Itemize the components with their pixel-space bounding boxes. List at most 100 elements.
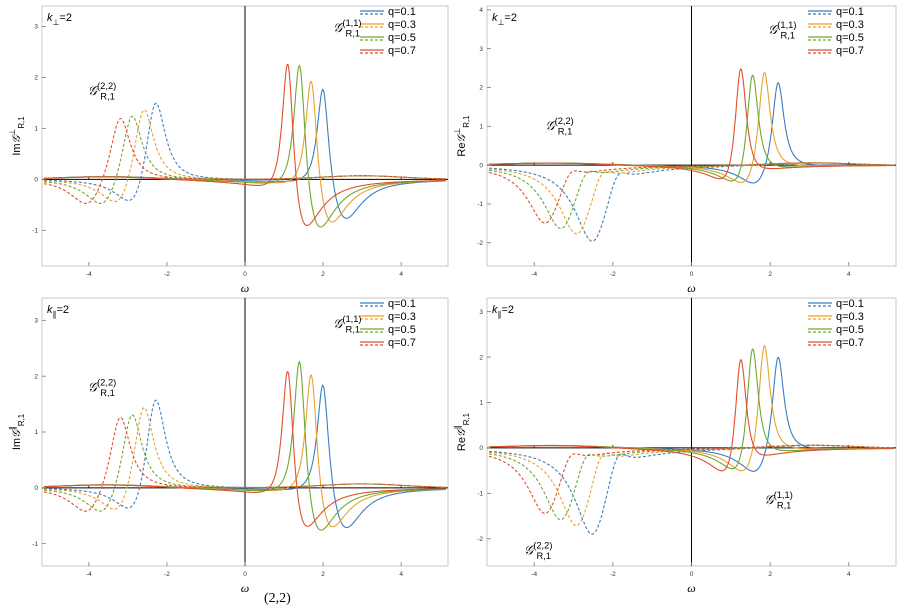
y-axis-label: Re𝒢⊥R,1 [453, 115, 471, 157]
y-tick-label: 0 [34, 177, 38, 184]
legend-entry: q=0.5 [388, 324, 416, 336]
x-tick-label: 4 [399, 571, 403, 578]
legend-entry: q=0.7 [836, 337, 864, 349]
svg-text:(2,2): (2,2) [264, 591, 291, 606]
panel-label: k∥=2 [47, 304, 69, 319]
y-axis-label: Im𝒢∥R,1 [8, 413, 26, 450]
x-tick-label: 2 [321, 571, 325, 578]
x-tick-label: 0 [243, 271, 247, 278]
legend-entry: q=0.5 [836, 324, 864, 336]
y-tick-label: 2 [479, 354, 483, 361]
legend: q=0.1q=0.3q=0.5q=0.7 [360, 298, 416, 349]
x-tick-label: -4 [531, 571, 537, 578]
annotation: 𝒢(2,2) R,1 [545, 116, 573, 136]
y-tick-label: 2 [34, 75, 38, 82]
y-tick-label: 3 [479, 309, 483, 316]
annotation: 𝒢(1,1) R,1 [333, 18, 361, 38]
x-tick-label: -2 [610, 571, 616, 578]
chart-re_perp: -4 -2 0 2 4-2-101234k⊥=2Re𝒢⊥R,1ωq=0.1q=0.3q=… [453, 5, 897, 295]
y-tick-label: 0 [479, 445, 483, 452]
legend-entry: q=0.3 [836, 19, 864, 31]
y-tick-label: -1 [477, 201, 483, 208]
y-tick-label: -2 [477, 240, 483, 247]
y-axis-label: Re𝒢∥R,1 [453, 412, 471, 451]
x-axis-label: ω [241, 281, 249, 295]
legend-entry: q=0.1 [388, 6, 416, 18]
legend: q=0.1q=0.3q=0.5q=0.7 [808, 6, 864, 57]
y-tick-label: -1 [477, 491, 483, 498]
x-axis-label: ω [687, 281, 695, 295]
panel-label: k⊥=2 [492, 12, 517, 27]
annotation: 𝒢(2,2) R,1 [524, 540, 552, 560]
series-q07-solid [489, 67, 895, 180]
x-tick-label: -2 [164, 571, 170, 578]
series-q07-dashed [43, 117, 446, 204]
series-q01-dashed [488, 444, 894, 535]
x-tick-label: -4 [531, 271, 537, 278]
annotation: 𝒢(1,1) R,1 [768, 20, 796, 40]
legend-entry: q=0.5 [836, 32, 864, 44]
series-q03-dashed [44, 407, 446, 510]
panel-label: k⊥=2 [47, 12, 72, 27]
y-tick-label: 0 [34, 485, 38, 492]
y-tick-label: -1 [32, 541, 38, 548]
series-q07-dashed [488, 444, 894, 514]
legend: q=0.1q=0.3q=0.5q=0.7 [808, 298, 864, 349]
y-tick-label: 4 [479, 7, 483, 14]
legend-entry: q=0.3 [388, 19, 416, 31]
y-tick-label: 1 [34, 126, 38, 133]
legend-entry: q=0.7 [388, 337, 416, 349]
annotation: 𝒢(1,1) R,1 [764, 490, 792, 510]
x-tick-label: 0 [690, 571, 694, 578]
series-q07-solid [489, 358, 894, 472]
x-tick-label: 2 [768, 571, 772, 578]
annotation: 𝒢(2,2) R,1 [88, 377, 116, 397]
series-q07-solid [44, 370, 446, 527]
x-axis-label: ω [687, 581, 695, 595]
x-tick-label: -2 [610, 271, 616, 278]
y-tick-label: -1 [32, 228, 38, 235]
x-axis-label: ω [241, 581, 249, 595]
x-tick-label: 4 [399, 271, 403, 278]
legend-entry: q=0.7 [836, 45, 864, 57]
y-tick-label: 1 [479, 400, 483, 407]
series-q07-dashed [43, 416, 446, 512]
x-tick-label: -4 [86, 571, 92, 578]
x-tick-label: 4 [847, 571, 851, 578]
legend-entry: q=0.1 [388, 298, 416, 310]
x-tick-label: 4 [847, 271, 851, 278]
legend-entry: q=0.7 [388, 45, 416, 57]
x-tick-label: -4 [86, 271, 92, 278]
legend-entry: q=0.1 [836, 298, 864, 310]
x-tick-label: 2 [321, 271, 325, 278]
y-tick-label: 3 [479, 46, 483, 53]
y-tick-label: 2 [34, 373, 38, 380]
series-q07-solid [44, 63, 447, 226]
chart-im_par: -4 -2 0 2 4 -1 0 1 2 3 k∥=2 Im𝒢∥R,1 ω q=0.1q=0.3q=0.5… [8, 297, 449, 595]
y-tick-label: 1 [479, 123, 483, 130]
y-tick-label: 0 [479, 162, 483, 169]
y-tick-label: 2 [479, 85, 483, 92]
x-tick-label: -2 [164, 271, 170, 278]
annotation: 𝒢(2,2) R,1 [88, 81, 116, 101]
y-tick-label: -2 [477, 536, 483, 543]
x-tick-label: 0 [243, 571, 247, 578]
y-tick-label: 3 [34, 24, 38, 31]
y-tick-label: 3 [34, 318, 38, 325]
x-tick-label: 2 [768, 271, 772, 278]
y-axis-label: Im𝒢⊥R,1 [8, 116, 26, 156]
chart-im_perp: -4 -2 0 2 4 -1 0 1 2 3 k⊥=2 Im𝒢⊥R,1 ω q=0.1q=0.3q=0.5… [8, 5, 449, 295]
legend-entry: q=0.1 [836, 6, 864, 18]
x-tick-label: 0 [690, 271, 694, 278]
series-q05-dashed [488, 162, 894, 229]
legend: q=0.1q=0.3q=0.5q=0.7 [360, 6, 416, 57]
annotation: 𝒢(1,1) R,1 [333, 314, 361, 334]
caption-fragment: (2,2) [258, 584, 318, 610]
legend-entry: q=0.5 [388, 32, 416, 44]
legend-entry: q=0.3 [388, 311, 416, 323]
panel-label: k∥=2 [492, 304, 514, 319]
legend-entry: q=0.3 [836, 311, 864, 323]
y-tick-label: 1 [34, 429, 38, 436]
